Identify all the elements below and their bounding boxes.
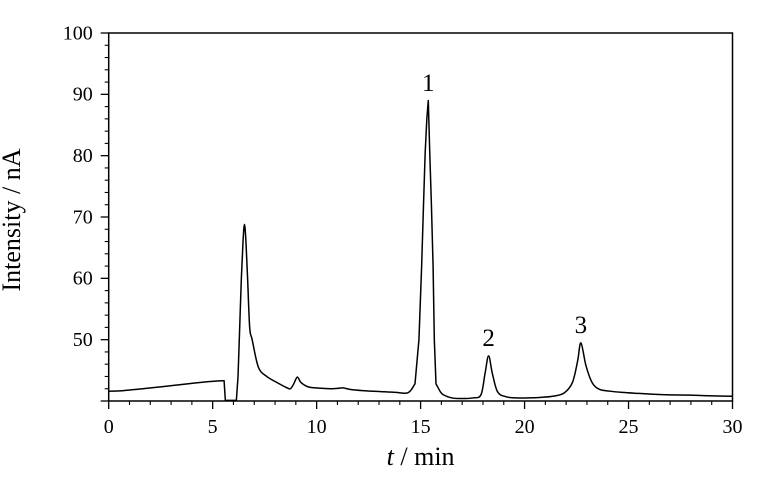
svg-text:3: 3 bbox=[575, 312, 588, 339]
svg-text:50: 50 bbox=[73, 329, 93, 351]
svg-text:90: 90 bbox=[73, 84, 93, 106]
svg-text:60: 60 bbox=[73, 268, 93, 290]
svg-text:30: 30 bbox=[723, 416, 743, 438]
svg-text:1: 1 bbox=[422, 70, 435, 97]
svg-text:10: 10 bbox=[307, 416, 327, 438]
svg-text:2: 2 bbox=[482, 325, 495, 352]
svg-text:0: 0 bbox=[104, 416, 114, 438]
svg-text:t / min: t / min bbox=[387, 442, 455, 471]
svg-text:80: 80 bbox=[73, 145, 93, 167]
svg-text:15: 15 bbox=[411, 416, 431, 438]
svg-text:20: 20 bbox=[515, 416, 535, 438]
svg-text:100: 100 bbox=[63, 22, 93, 44]
svg-text:Intensity / nA: Intensity / nA bbox=[0, 148, 26, 291]
svg-text:25: 25 bbox=[619, 416, 639, 438]
svg-text:70: 70 bbox=[73, 206, 93, 228]
svg-text:5: 5 bbox=[208, 416, 218, 438]
